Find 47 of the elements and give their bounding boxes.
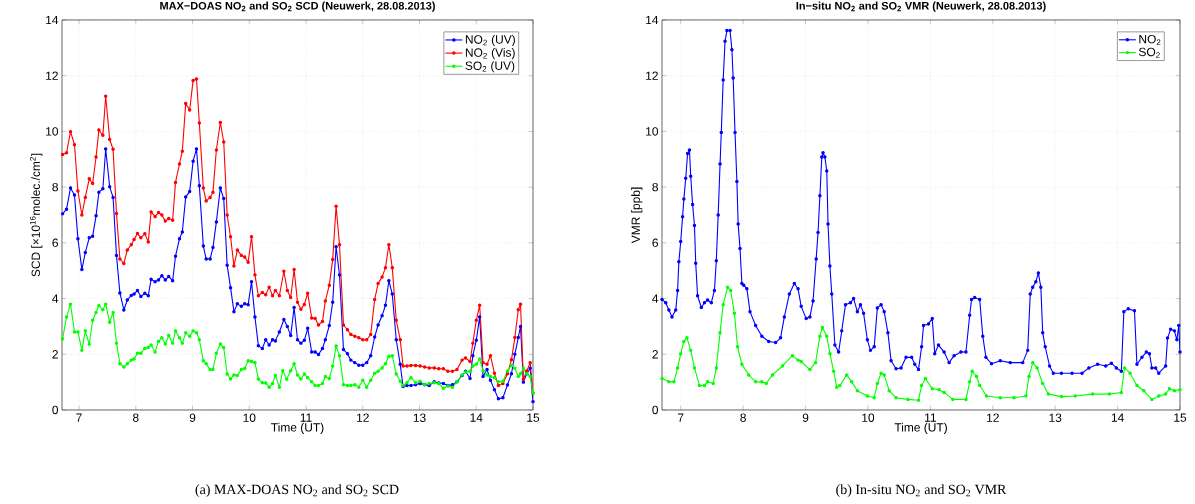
text: (a) MAX-DOAS NO$_{2}$ and SO$_{2}$ SCD (195, 484, 399, 497)
y-tick-label: 14 (646, 15, 659, 25)
chart-title: In−situ NO$_{2}$ and SO$_{2}$ VMR (Neuwerk, 28.08.2013) (796, 1, 1046, 12)
y-tick-label: 8 (652, 182, 658, 192)
y-tick-label: 4 (52, 294, 59, 303)
y-tick-label: 6 (52, 238, 58, 248)
legend-label: SO$_{2}$ (UV) (465, 61, 515, 73)
y-tick-label: 4 (652, 294, 659, 303)
x-tick-label: 15 (527, 413, 540, 422)
y-tick-label: 2 (652, 350, 658, 359)
x-tick-label: 8 (740, 413, 746, 422)
x-tick-label: 11 (925, 413, 936, 422)
y-tick-label: 12 (46, 71, 58, 80)
y-tick-label: 0 (652, 405, 659, 415)
y-tick-label: 14 (46, 15, 59, 25)
x-tick-label: 10 (862, 413, 875, 422)
legend-label: NO$_{2}$ (UV) (465, 34, 515, 46)
x-tick-label: 7 (678, 413, 684, 422)
y-tick-label: 10 (46, 127, 59, 136)
y-tick-label: 6 (652, 238, 658, 248)
legend-label: NO$_{2}$ (1139, 34, 1161, 46)
y-axis-title: VMR [ppb] (631, 187, 643, 244)
x-tick-label: 14 (1111, 413, 1124, 422)
y-tick-label: 2 (52, 350, 58, 359)
y-axis-title: SCD [×10$^{16}$molec./cm$^{2}$] (29, 153, 43, 277)
chart-title: MAX−DOAS NO$_{2}$ and SO$_{2}$ SCD (Neuwerk, 28.08.2013) (160, 1, 435, 12)
x-axis-title: Time (UT) (271, 422, 324, 434)
legend-label: SO$_{2}$ (1138, 47, 1160, 58)
x-tick-label: 8 (132, 413, 139, 422)
x-tick-label: 9 (189, 413, 196, 422)
x-tick-label: 10 (243, 413, 256, 422)
y-tick-label: 12 (646, 71, 658, 80)
x-tick-label: 13 (413, 413, 426, 422)
y-tick-label: 10 (646, 127, 659, 136)
x-tick-label: 15 (1174, 413, 1187, 422)
y-tick-label: 8 (52, 182, 58, 192)
x-tick-label: 12 (357, 413, 369, 422)
x-tick-label: 13 (1049, 413, 1062, 422)
x-tick-label: 12 (987, 413, 999, 422)
x-tick-label: 7 (76, 413, 82, 422)
x-axis-title: Time (UT) (894, 422, 947, 434)
text: (b) In-situ NO$_{2}$ and SO$_{2}$ VMR (836, 484, 1007, 497)
legend-label: NO$_{2}$ (Vis) (465, 48, 515, 60)
y-tick-label: 0 (52, 405, 59, 415)
x-tick-label: 11 (300, 413, 312, 422)
x-tick-label: 9 (802, 413, 809, 422)
x-tick-label: 14 (470, 413, 483, 422)
